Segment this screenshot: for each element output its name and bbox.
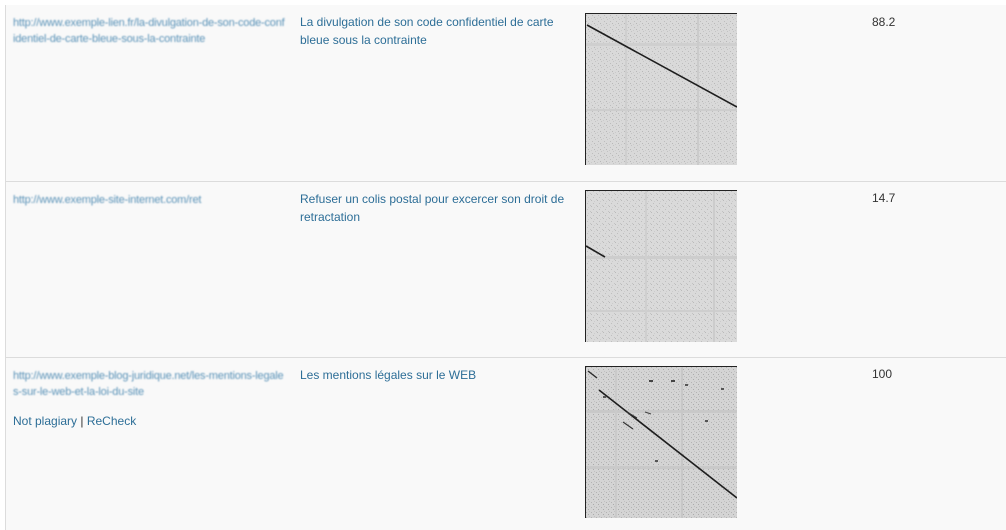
not-plagiary-link[interactable]: Not plagiary [13,414,78,428]
source-url-cell: http://www.exemple-lien.fr/la-divulgatio… [13,15,285,47]
score-cell: 88.2 [872,15,895,29]
source-url-cell: http://www.exemple-blog-juridique.net/le… [13,368,285,428]
actions-separator: | [80,414,84,428]
recheck-link[interactable]: ReCheck [86,414,137,428]
score-cell: 100 [872,367,892,381]
similarity-score: 100 [872,367,893,381]
similarity-dotplot[interactable] [585,190,737,342]
result-title-link[interactable]: La divulgation de son code confidentiel … [300,15,554,47]
dotplot-cell [585,366,737,518]
similarity-score: 88.2 [872,15,896,29]
source-url-link[interactable]: http://www.exemple-lien.fr/la-divulgatio… [13,17,285,45]
dotplot-diagonal [585,245,606,258]
similarity-score: 14.7 [872,191,896,205]
table-row: http://www.exemple-lien.fr/la-divulgatio… [6,5,1006,182]
results-table: http://www.exemple-lien.fr/la-divulgatio… [5,5,1006,530]
dotplot-cell [585,190,737,342]
dotplot-diagonal [586,24,737,108]
title-cell: Les mentions légales sur le WEB [300,367,570,385]
dotplot-diagonal [598,389,737,499]
score-cell: 14.7 [872,191,895,205]
row-actions: Not plagiary | ReCheck [13,414,285,428]
similarity-dotplot[interactable] [585,366,737,518]
table-row: http://www.exemple-site-internet.com/ret… [6,182,1006,358]
source-url-link[interactable]: http://www.exemple-blog-juridique.net/le… [13,370,284,398]
source-url-link[interactable]: http://www.exemple-site-internet.com/ret [13,194,202,206]
result-title-link[interactable]: Les mentions légales sur le WEB [300,368,477,382]
title-cell: Refuser un colis postal pour excercer so… [300,191,570,226]
dotplot-cell [585,13,737,165]
result-title-link[interactable]: Refuser un colis postal pour excercer so… [300,192,565,224]
similarity-dotplot[interactable] [585,13,737,165]
table-row: http://www.exemple-blog-juridique.net/le… [6,358,1006,530]
source-url-cell: http://www.exemple-site-internet.com/ret [13,192,285,208]
title-cell: La divulgation de son code confidentiel … [300,14,570,49]
